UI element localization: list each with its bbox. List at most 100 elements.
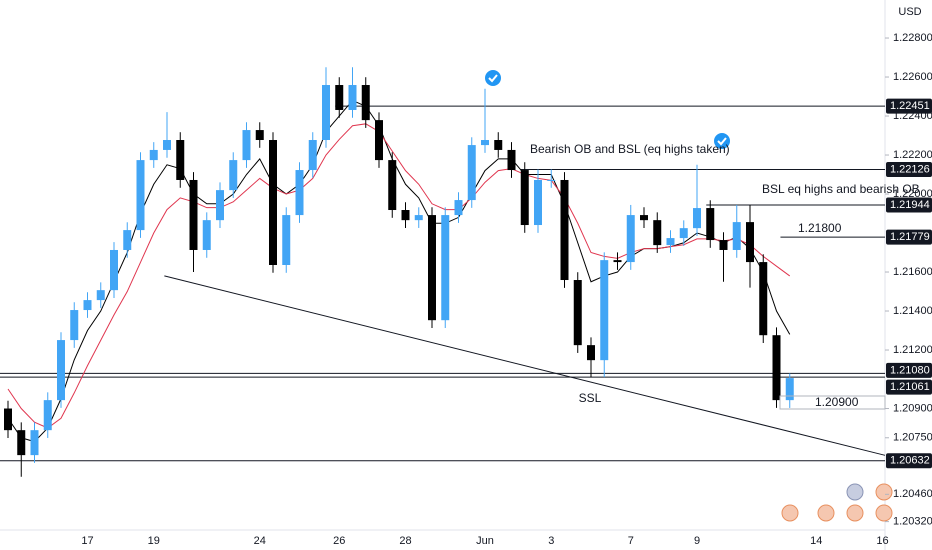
y-tick-label: 1.21400 [893,305,932,317]
candle-body [189,179,198,250]
level-label-box [886,362,932,378]
candle-body [414,215,423,221]
x-tick-label: 3 [548,535,554,547]
level-label-box [886,98,932,114]
candle-body [441,215,450,321]
annotation: BSL eq highs and bearish OB [762,182,920,196]
candle-body [653,220,662,246]
x-tick-label: 28 [399,535,411,547]
candle-body [481,140,489,146]
candle-body [626,215,635,263]
moving-average [7,123,791,429]
y-tick-label: 1.22800 [893,32,932,44]
candle-body [149,149,158,161]
candle-body [43,400,52,431]
candle-body [534,179,542,226]
y-tick-label: 1.20900 [893,402,932,414]
event-icons [781,483,893,522]
level-label: 1.21061 [890,381,930,393]
annotation-box [779,395,886,410]
candle-body [428,215,436,321]
candle-body [772,335,781,401]
x-tick-label: 7 [628,535,634,547]
x-tick-label: 19 [148,535,160,547]
candle-body [96,290,105,301]
trendline [164,275,886,456]
currency-label: USD [898,6,921,18]
x-tick-label: 16 [876,535,888,547]
y-tick-label: 1.22200 [893,149,932,161]
candle-body [600,260,609,361]
level-label: 1.21080 [890,364,930,376]
candle-body [30,430,39,456]
candle-body [348,85,357,110]
candle-body [679,228,688,239]
y-tick-label: 1.22000 [893,188,932,200]
candle-body [467,145,476,201]
annotation: 1.20900 [815,395,859,409]
level-label-box [886,161,932,177]
y-tick-label: 1.20750 [893,432,932,444]
candle-body [560,179,569,281]
level-label-box [886,453,932,469]
candle-body [136,160,145,231]
candle-body [4,408,12,431]
candle-body [70,310,79,341]
candle-body [719,240,728,250]
candle-body [666,238,675,246]
candle-body [255,130,264,141]
level-label: 1.22451 [890,100,930,112]
candle-body [202,220,211,250]
level-label-box [886,229,932,245]
candle-body [282,215,291,265]
candle-body [110,249,118,291]
level-label-box [886,379,932,395]
candle-body [494,140,503,150]
candle-body [242,130,251,161]
candle-body [547,179,556,181]
candle-body [732,222,741,250]
candle-body [335,85,344,110]
y-tick-label: 1.20460 [893,488,932,500]
candle-body [57,340,65,401]
level-label-box [886,197,932,213]
y-tick-label: 1.21600 [893,266,932,278]
x-tick-label: 26 [333,535,345,547]
candle-body [83,300,92,311]
candle-body [520,170,529,226]
candle-body [388,160,397,211]
check-icon [714,133,730,149]
annotation: Bearish OB and BSL (eq highs taken) [530,142,730,156]
candle-body [693,208,701,229]
level-label: 1.22126 [890,163,930,175]
candle-body [216,190,224,221]
x-tick-label: 14 [810,535,822,547]
y-tick-label: 1.21200 [893,344,932,356]
candle-body [759,262,768,336]
candle-body [454,200,463,216]
candle-body [322,85,330,141]
candle-body [640,215,648,221]
candle-body [401,210,410,221]
candle-body [746,222,754,263]
candle-body [295,170,304,216]
level-label: 1.20632 [890,455,930,467]
candle-body [706,208,715,241]
candle-body [361,85,370,121]
x-tick-label: 9 [694,535,700,547]
candle-body [613,260,622,263]
x-tick-label: 17 [81,535,93,547]
candle-body [163,140,171,150]
candle-body [587,345,595,361]
annotation: SSL [579,391,602,405]
candle-body [785,378,794,401]
candle-body [176,140,185,180]
annotation: 1.21800 [798,221,842,235]
candle-body [17,430,26,456]
candle-body [123,230,132,250]
x-tick-label: Jun [476,535,494,547]
check-icon [485,70,501,86]
level-label: 1.21779 [890,231,930,243]
